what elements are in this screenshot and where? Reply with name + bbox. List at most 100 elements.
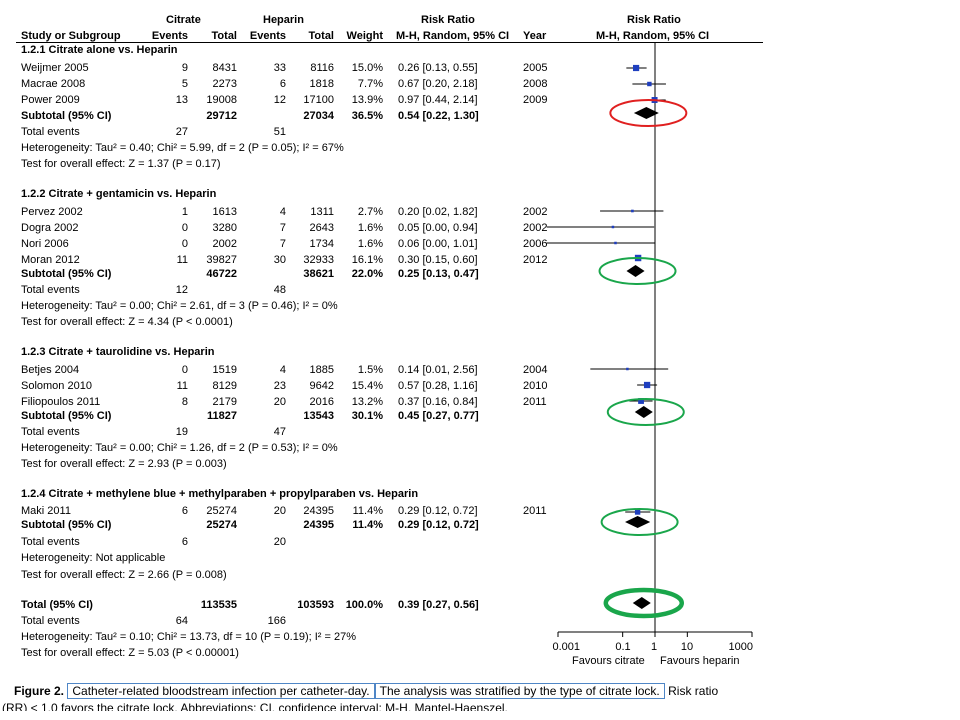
total-citrate: 29712 (206, 110, 237, 122)
total-citrate: 11827 (207, 410, 237, 422)
favours-citrate-label: Favours citrate (572, 655, 645, 667)
study-point-marker (638, 398, 644, 404)
heterogeneity-text: Heterogeneity: Tau² = 0.40; Chi² = 5.99,… (21, 142, 344, 154)
events-citrate: 11 (176, 380, 188, 392)
total-heparin: 1311 (310, 206, 334, 218)
risk-ratio-ci: 0.14 [0.01, 2.56] (398, 364, 478, 376)
risk-ratio-ci: 0.45 [0.27, 0.77] (398, 410, 479, 422)
year: 2009 (523, 94, 548, 106)
subtotal-label: Subtotal (95% CI) (21, 110, 112, 122)
weight: 1.5% (357, 364, 383, 376)
total-citrate: 25274 (206, 519, 237, 531)
overall-effect-text: Test for overall effect: Z = 2.93 (P = 0… (21, 458, 227, 470)
total-heparin: 103593 (297, 599, 334, 611)
total-heparin: 2016 (309, 396, 334, 408)
events-heparin: 51 (273, 126, 286, 138)
figure-label: Figure 2. (14, 684, 65, 698)
total-heparin: 24395 (303, 519, 334, 531)
events-citrate: 0 (181, 238, 188, 250)
summary-diamond (626, 265, 645, 277)
total-heparin: 13543 (303, 410, 334, 422)
events-citrate: 64 (175, 615, 188, 627)
events-citrate: 0 (181, 364, 188, 376)
effect-title: Risk Ratio (421, 14, 475, 26)
subgroup-title: 1.2.4 Citrate + methylene blue + methylp… (21, 488, 419, 500)
risk-ratio-ci: 0.57 [0.28, 1.16] (398, 380, 478, 392)
study-point-marker (632, 64, 640, 72)
summary-diamond (633, 107, 659, 119)
weight: 11.4% (352, 505, 383, 517)
highlight-ellipse (606, 398, 685, 426)
weight: 100.0% (345, 599, 383, 611)
weight: 13.9% (351, 94, 383, 106)
summary-diamond (625, 516, 651, 528)
caption-text: Risk ratio (668, 684, 719, 698)
total-citrate: 8431 (212, 62, 237, 74)
heterogeneity-text: Heterogeneity: Tau² = 0.00; Chi² = 2.61,… (21, 300, 338, 312)
risk-ratio-ci: 0.29 [0.12, 0.72] (398, 519, 479, 531)
total-citrate: 3280 (212, 222, 237, 234)
total-citrate: 113535 (200, 599, 237, 611)
total-heparin: 1734 (309, 238, 334, 250)
year: 2012 (523, 254, 548, 266)
subtotal-label: Subtotal (95% CI) (21, 268, 112, 280)
study-name: Power 2009 (21, 94, 80, 106)
risk-ratio-ci: 0.26 [0.13, 0.55] (398, 62, 478, 74)
caption-line-2: (RR) < 1.0 favors the citrate lock. Abbr… (2, 701, 508, 715)
total-heparin: 1885 (309, 364, 334, 376)
events-heparin: 23 (273, 380, 286, 392)
weight: 15.0% (351, 62, 383, 74)
study-name: Dogra 2002 (21, 222, 79, 234)
summary-diamond (634, 406, 653, 418)
events-heparin: 4 (279, 206, 286, 218)
events-heparin: 7 (279, 238, 286, 250)
events-citrate: 6 (181, 505, 188, 517)
risk-ratio-ci: 0.06 [0.00, 1.01] (398, 238, 478, 250)
plot-title: Risk Ratio (627, 14, 681, 26)
subgroup-title: 1.2.2 Citrate + gentamicin vs. Heparin (21, 188, 217, 200)
risk-ratio-ci: 0.29 [0.12, 0.72] (398, 505, 478, 517)
overall-effect-text: Test for overall effect: Z = 1.37 (P = 0… (21, 158, 221, 170)
total-heparin: 24395 (303, 505, 334, 517)
year: 2002 (523, 206, 548, 218)
total-heparin: 38621 (303, 268, 334, 280)
weight: 2.7% (357, 206, 383, 218)
events-heparin: 20 (273, 536, 286, 548)
group2-header: Heparin (263, 14, 304, 26)
study-name: Filiopoulos 2011 (21, 396, 101, 408)
events-heparin: 7 (279, 222, 286, 234)
study-name: Maki 2011 (21, 505, 71, 517)
year: 2006 (523, 238, 548, 250)
col-events1-header: Events (151, 30, 188, 42)
summary-diamond (632, 597, 651, 609)
highlight-ellipse (609, 99, 688, 127)
axis-tick-label: 1000 (728, 641, 753, 653)
events-citrate: 9 (181, 62, 188, 74)
risk-ratio-ci: 0.67 [0.20, 2.18] (398, 78, 478, 90)
events-heparin: 20 (273, 396, 286, 408)
events-heparin: 33 (273, 62, 286, 74)
study-point-marker (631, 209, 634, 213)
year: 2011 (523, 505, 547, 517)
study-point-marker (614, 241, 617, 245)
weight: 7.7% (357, 78, 383, 90)
plot-method-header: M-H, Random, 95% CI (596, 30, 710, 42)
study-point-marker (611, 225, 615, 229)
group1-header: Citrate (166, 14, 201, 26)
subgroup-title: 1.2.1 Citrate alone vs. Heparin (21, 44, 178, 56)
caption-highlight-1: Catheter-related bloodstream infection p… (67, 683, 375, 699)
study-name: Nori 2006 (21, 238, 69, 250)
overall-effect-text: Test for overall effect: Z = 4.34 (P < 0… (21, 316, 233, 328)
highlight-ellipse (600, 508, 679, 536)
events-citrate: 27 (175, 126, 188, 138)
col-total2-header: Total (308, 30, 334, 42)
events-heparin: 20 (273, 505, 286, 517)
risk-ratio-ci: 0.25 [0.13, 0.47] (398, 268, 479, 280)
weight: 16.1% (351, 254, 383, 266)
subtotal-label: Subtotal (95% CI) (21, 410, 112, 422)
header-rule (16, 42, 763, 43)
summary-diamonds (598, 99, 688, 619)
events-citrate: 5 (181, 78, 188, 90)
risk-ratio-ci: 0.30 [0.15, 0.60] (398, 254, 478, 266)
